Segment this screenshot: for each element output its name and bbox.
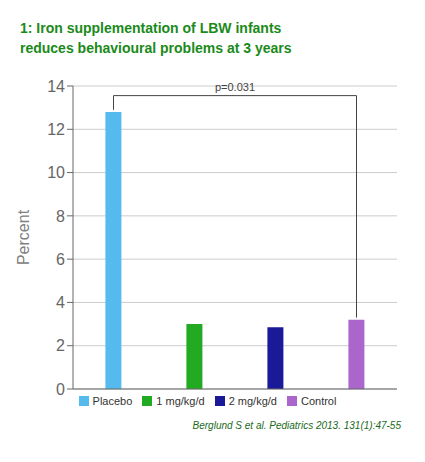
svg-text:4: 4 [56,294,65,311]
svg-text:12: 12 [47,121,65,138]
html-text:1: Iron supplementation of LBW: 1: Iron supplementation of LBW infants [20,20,282,36]
html-text:Control: Control [301,395,337,407]
svg-text:14: 14 [47,78,65,95]
html-text:2 mg/kg/d: 2 mg/kg/d [228,395,277,407]
html-text:Berglund S et al. Pediatrics 2: Berglund S et al. Pediatrics 2013. 131(1… [192,420,401,431]
svg-text:Percent: Percent [15,209,32,265]
svg-text:2: 2 [56,337,65,354]
svg-text:p=0.031: p=0.031 [215,81,255,93]
html-text:Placebo: Placebo [92,395,133,407]
svg-text:10: 10 [47,164,65,181]
svg-text:8: 8 [56,208,65,225]
html-text:1 mg/kg/d: 1 mg/kg/d [156,395,205,407]
svg-text:6: 6 [56,251,65,268]
svg-text:0: 0 [56,381,65,398]
html-text:reduces behavioural problems a: reduces behavioural problems at 3 years [20,40,292,56]
